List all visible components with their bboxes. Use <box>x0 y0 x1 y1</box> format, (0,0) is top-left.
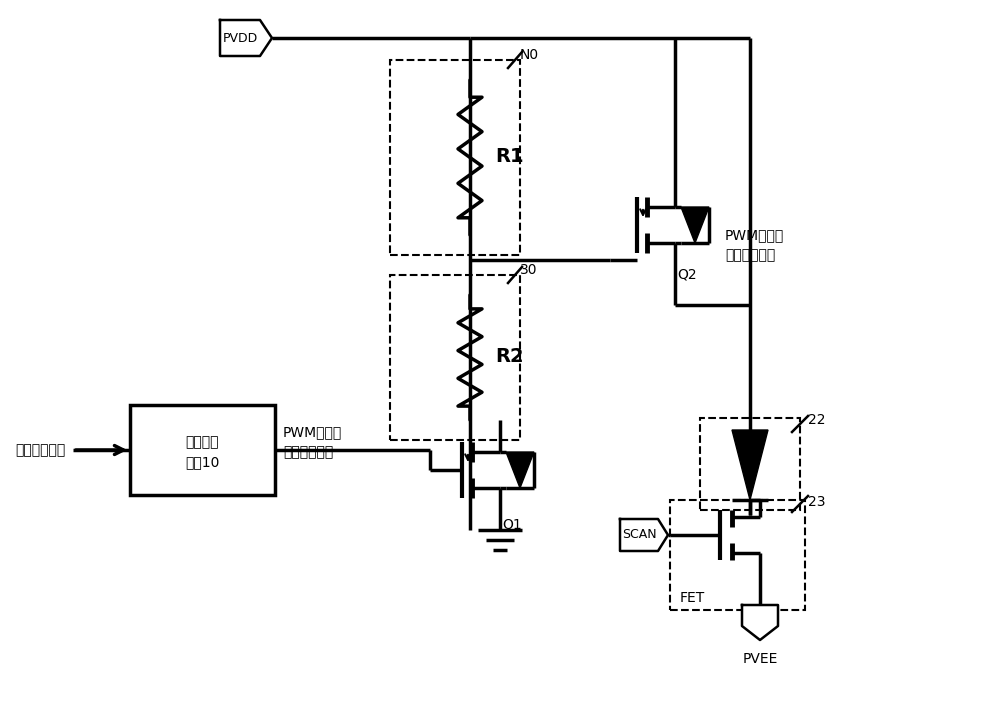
Text: PVEE: PVEE <box>742 652 778 666</box>
Text: 模块10: 模块10 <box>185 455 220 469</box>
Text: 22: 22 <box>808 413 826 427</box>
Text: 第一显示信号: 第一显示信号 <box>283 445 333 459</box>
Text: PWM形式的: PWM形式的 <box>725 228 784 242</box>
Bar <box>700 418 800 510</box>
Text: 23: 23 <box>808 495 826 509</box>
Text: SCAN: SCAN <box>622 528 656 542</box>
Text: Q2: Q2 <box>677 268 697 282</box>
Text: Q1: Q1 <box>502 518 522 532</box>
Polygon shape <box>732 430 768 500</box>
Polygon shape <box>220 20 272 56</box>
Text: FET: FET <box>680 591 705 605</box>
Text: 信号转换: 信号转换 <box>186 435 219 449</box>
Text: N0: N0 <box>520 48 539 62</box>
Bar <box>390 60 520 255</box>
Text: 30: 30 <box>520 263 538 277</box>
Bar <box>670 500 805 610</box>
Text: R2: R2 <box>495 347 524 367</box>
Text: R1: R1 <box>495 147 524 167</box>
Text: 目标显示信号: 目标显示信号 <box>15 443 65 457</box>
Bar <box>390 275 520 440</box>
Text: PWM形式的: PWM形式的 <box>283 425 342 439</box>
Text: PVDD: PVDD <box>222 31 258 45</box>
Polygon shape <box>742 605 778 640</box>
Polygon shape <box>620 519 668 551</box>
Polygon shape <box>681 207 709 243</box>
Bar <box>130 405 275 495</box>
Text: 第二显示信号: 第二显示信号 <box>725 248 775 262</box>
Polygon shape <box>506 452 534 488</box>
